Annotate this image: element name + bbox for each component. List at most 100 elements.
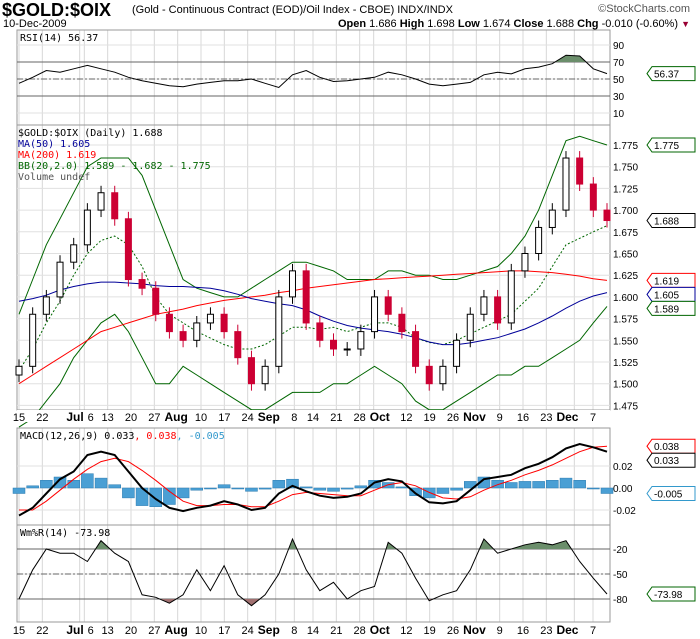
- candle-body: [111, 192, 119, 220]
- ma50-legend: MA(50) 1.605: [18, 139, 91, 150]
- candle-body: [480, 296, 488, 315]
- high-label: High: [399, 18, 425, 30]
- date-tick-label: Dec: [556, 410, 578, 424]
- bb-upper-marker: 1.775: [654, 141, 679, 152]
- macd-histogram-bar: [505, 482, 518, 489]
- date-tick-label: 6: [88, 412, 94, 424]
- candle-body: [412, 331, 420, 367]
- date-tick-label: 23: [540, 412, 552, 424]
- macd-histogram-bar: [409, 487, 422, 496]
- candle-body: [70, 244, 78, 263]
- macd-histogram-bar: [546, 480, 559, 489]
- date-tick-label: 17: [218, 412, 230, 424]
- candle-body: [494, 296, 502, 324]
- price-tick-label: 1.575: [613, 315, 638, 326]
- macd-histogram-bar: [518, 481, 532, 489]
- ma200-marker: 1.619: [654, 276, 679, 287]
- date-tick-label: 16: [517, 625, 529, 637]
- candle-body: [425, 365, 433, 385]
- down-arrow-icon: ▼: [681, 19, 690, 29]
- date-tick-label: 7: [590, 625, 596, 637]
- rsi-legend: RSI(14) 56.37: [20, 33, 99, 44]
- price-tick-label: 1.775: [613, 141, 638, 152]
- rsi-tick-label: 90: [613, 41, 625, 52]
- price-tick-label: 1.625: [613, 271, 638, 282]
- bb-lower-marker-box: [646, 300, 696, 316]
- macd-line: [18, 442, 608, 517]
- williams-tick-label: -20: [613, 545, 628, 556]
- price-tick-label: 1.550: [613, 336, 638, 347]
- price-tick-label: 1.500: [613, 380, 638, 391]
- date-tick-label: 13: [102, 625, 114, 637]
- macd-histogram-bar: [573, 480, 586, 489]
- macd-histogram-bar: [395, 486, 409, 489]
- close-label: Close: [513, 18, 544, 30]
- candle-body: [56, 261, 64, 298]
- symbol-description: (Gold - Continuous Contract (EOD)/Oil In…: [132, 4, 453, 16]
- macd-hist-marker-box: [646, 486, 696, 501]
- candle-body: [234, 331, 242, 359]
- candle-body: [316, 322, 324, 341]
- date-tick-label: 20: [125, 412, 137, 424]
- candle-body: [29, 313, 37, 367]
- close-marker-box: [646, 213, 696, 229]
- volume-legend: Volume undef: [18, 172, 91, 183]
- price-tick-label: 1.650: [613, 250, 638, 261]
- bb-legend: BB(20,2.0) 1.589 - 1.682 - 1.775: [18, 161, 211, 172]
- date-tick-label: 6: [88, 625, 94, 637]
- ma50-marker: 1.605: [654, 290, 679, 301]
- price-tick-label: 1.675: [613, 228, 638, 239]
- macd-histogram-bar: [40, 480, 53, 489]
- date-tick-label: Jul: [66, 410, 83, 424]
- macd-histogram-bar: [587, 487, 600, 490]
- macd-histogram-bar: [176, 487, 190, 499]
- date-tick-label: 26: [447, 412, 459, 424]
- macd-legend-main: MACD(12,26,9) 0.033: [20, 431, 135, 442]
- macd-marker-box: [646, 452, 696, 468]
- candle-body: [330, 339, 338, 350]
- macd-histogram-bar: [108, 484, 121, 489]
- date-tick-label: 26: [447, 625, 459, 637]
- candle-body: [261, 365, 269, 385]
- macd-histogram-bar: [600, 487, 614, 494]
- symbol-title: $GOLD:$OIX: [2, 0, 112, 20]
- macd-tick-label: 0.02: [613, 462, 633, 473]
- candle-body: [220, 313, 228, 333]
- date-tick-label: Jul: [66, 623, 83, 637]
- rsi-tick-label: 10: [613, 109, 625, 120]
- macd-histogram-bar: [163, 487, 176, 505]
- low-label: Low: [457, 18, 480, 30]
- date-tick-label: Aug: [164, 410, 187, 424]
- macd-histogram-bar: [340, 487, 354, 490]
- candle-body: [206, 313, 214, 324]
- price-tick-label: 1.525: [613, 358, 638, 369]
- date-axis-bg: [17, 410, 610, 422]
- candle-body: [507, 270, 515, 324]
- candle-body: [97, 192, 105, 211]
- date-tick-label: 24: [242, 412, 254, 424]
- date-tick-label: 28: [354, 625, 366, 637]
- candle-body: [371, 296, 379, 333]
- bb-lower-line: [18, 306, 608, 428]
- open-label: Open: [337, 18, 367, 30]
- macd-histogram-bar: [286, 478, 299, 489]
- open-value: 1.686: [369, 18, 397, 30]
- macd-histogram-bar: [53, 476, 67, 489]
- ma50-marker-box: [646, 286, 696, 302]
- candle-body: [439, 365, 447, 385]
- macd-histogram-bar: [368, 480, 381, 489]
- candle-body: [288, 270, 296, 298]
- candle-body: [138, 279, 146, 289]
- candle-body: [357, 331, 365, 350]
- macd-histogram-bar: [149, 487, 162, 507]
- date-tick-label: 27: [148, 625, 160, 637]
- date-tick-label: 12: [400, 412, 412, 424]
- macd-histogram-bar: [450, 487, 463, 491]
- rsi-tick-label: 70: [613, 58, 625, 69]
- candle-body: [124, 218, 132, 281]
- macd-histogram-bar: [381, 482, 395, 489]
- candle-body: [275, 296, 283, 367]
- bb-upper-line: [18, 135, 608, 315]
- candle-body: [548, 209, 556, 228]
